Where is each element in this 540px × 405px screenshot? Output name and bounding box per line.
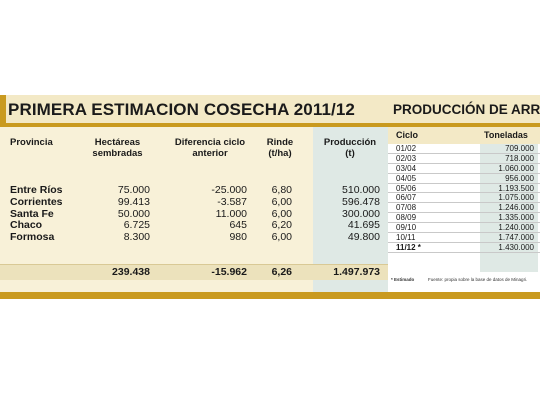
title-accent xyxy=(0,95,6,123)
header-ciclo: Ciclo xyxy=(396,130,419,140)
list-item: 01/02 709.000 xyxy=(388,144,540,154)
cell-toneladas: 718.000 xyxy=(505,153,534,163)
footnote-estimado: * Estimado xyxy=(391,277,415,282)
cell-hectareas: 50.000 xyxy=(117,207,150,220)
cell-ciclo: 05/06 xyxy=(396,183,417,193)
totals-divider xyxy=(0,264,388,265)
table-row: Entre Ríos 75.000 -25.000 6,80 510.000 xyxy=(0,184,388,197)
total-hectareas: 239.438 xyxy=(112,266,150,278)
cell-ciclo: 11/12 * xyxy=(396,242,421,252)
header-toneladas: Toneladas xyxy=(484,130,528,140)
cell-ciclo: 03/04 xyxy=(396,163,417,173)
total-diferencia: -15.962 xyxy=(211,266,247,278)
cell-ciclo: 06/07 xyxy=(396,193,417,203)
cell-provincia: Chaco xyxy=(10,219,43,232)
cell-toneladas: 1.075.000 xyxy=(498,193,534,203)
cell-toneladas: 1.747.000 xyxy=(498,233,534,243)
cell-rinde: 6,80 xyxy=(271,184,292,196)
cell-toneladas: 956.000 xyxy=(505,173,534,183)
side-title: PRODUCCIÓN DE ARROZ xyxy=(393,102,540,117)
cell-ciclo: 08/09 xyxy=(396,213,417,223)
list-item: 10/11 1.747.000 xyxy=(388,233,540,243)
cell-diferencia: 980 xyxy=(229,231,247,244)
header-hectareas: Hectáreas sembradas xyxy=(92,137,143,159)
harvest-table: Provincia Hectáreas sembradas Diferencia… xyxy=(0,127,388,292)
list-item: 02/03 718.000 xyxy=(388,154,540,164)
table-row: Corrientes 99.413 -3.587 6,00 596.478 xyxy=(0,195,388,209)
cell-provincia: Entre Ríos xyxy=(10,184,63,196)
side-rows: 01/02 709.000 02/03 718.000 03/04 1.060.000… xyxy=(388,144,540,253)
cell-hectareas: 99.413 xyxy=(117,195,150,208)
infographic: PRIMERA ESTIMACION COSECHA 2011/12 PRODU… xyxy=(0,95,540,302)
cell-ciclo: 10/11 xyxy=(396,233,416,243)
cell-ciclo: 07/08 xyxy=(396,203,417,213)
cell-produccion: 49.800 xyxy=(347,231,380,244)
source-note: Fuente: propia sobre la base de datos de… xyxy=(428,277,528,282)
cell-ciclo: 09/10 xyxy=(396,223,417,233)
header-provincia: Provincia xyxy=(10,137,53,148)
list-item: 07/08 1.246.000 xyxy=(388,203,540,214)
list-item: 11/12 * 1.430.000 xyxy=(388,243,540,253)
list-item: 08/09 1.335.000 xyxy=(388,213,540,224)
harvest-rows: Entre Ríos 75.000 -25.000 6,80 510.000 C… xyxy=(0,184,388,244)
cell-rinde: 6,20 xyxy=(271,219,292,232)
side-table-header: Ciclo Toneladas xyxy=(388,127,540,144)
rice-production-table: Ciclo Toneladas 01/02 709.000 02/03 718.00… xyxy=(388,127,540,292)
cell-hectareas: 8.300 xyxy=(123,231,150,244)
cell-rinde: 6,00 xyxy=(271,207,292,220)
cell-rinde: 6,00 xyxy=(271,231,292,244)
header-produccion: Producción (t) xyxy=(323,137,377,159)
list-item: 05/06 1.193.500 xyxy=(388,184,540,194)
cell-diferencia: -25.000 xyxy=(211,184,247,196)
header-rinde: Rinde (t/ha) xyxy=(266,137,294,159)
cell-toneladas: 1.430.000 xyxy=(498,242,534,252)
cell-ciclo: 04/05 xyxy=(396,173,417,183)
cell-toneladas: 1.060.000 xyxy=(498,163,534,173)
cell-diferencia: 645 xyxy=(229,219,247,232)
cell-provincia: Formosa xyxy=(10,231,55,244)
cell-toneladas: 1.335.000 xyxy=(498,213,534,223)
list-item: 03/04 1.060.000 xyxy=(388,164,540,174)
cell-produccion: 300.000 xyxy=(342,207,380,220)
cell-hectareas: 6.725 xyxy=(123,219,150,232)
total-rinde: 6,26 xyxy=(271,266,292,278)
table-row: Formosa 8.300 980 6,00 49.800 xyxy=(0,231,388,244)
cell-diferencia: 11.000 xyxy=(215,207,247,220)
list-item: 04/05 956.000 xyxy=(388,174,540,184)
cell-rinde: 6,00 xyxy=(271,195,292,208)
main-title: PRIMERA ESTIMACION COSECHA 2011/12 xyxy=(8,100,355,119)
header-diferencia: Diferencia ciclo anterior xyxy=(174,137,246,159)
cell-produccion: 510.000 xyxy=(342,184,380,196)
list-item: 06/07 1.075.000 xyxy=(388,193,540,204)
cell-toneladas: 1.246.000 xyxy=(498,203,534,213)
table-row: Chaco 6.725 645 6,20 41.695 xyxy=(0,220,388,232)
list-item: 09/10 1.240.000 xyxy=(388,223,540,234)
cell-ciclo: 01/02 xyxy=(396,144,417,153)
title-bar: PRIMERA ESTIMACION COSECHA 2011/12 PRODU… xyxy=(0,95,540,123)
table-row: Santa Fe 50.000 11.000 6,00 300.000 xyxy=(0,207,388,221)
cell-toneladas: 1.193.500 xyxy=(498,183,534,193)
cell-produccion: 41.695 xyxy=(347,219,380,232)
cell-toneladas: 709.000 xyxy=(505,144,534,153)
divider xyxy=(0,123,540,127)
totals-row: 239.438 -15.962 6,26 1.497.973 xyxy=(0,265,388,280)
bottom-bar xyxy=(0,292,540,299)
cell-diferencia: -3.587 xyxy=(217,195,247,208)
cell-produccion: 596.478 xyxy=(342,195,380,208)
tonnage-column-highlight xyxy=(480,144,538,272)
cell-hectareas: 75.000 xyxy=(117,184,150,196)
cell-provincia: Santa Fe xyxy=(10,207,54,220)
cell-provincia: Corrientes xyxy=(10,195,63,208)
cell-ciclo: 02/03 xyxy=(396,153,417,163)
cell-toneladas: 1.240.000 xyxy=(498,223,534,233)
total-produccion: 1.497.973 xyxy=(333,266,380,278)
